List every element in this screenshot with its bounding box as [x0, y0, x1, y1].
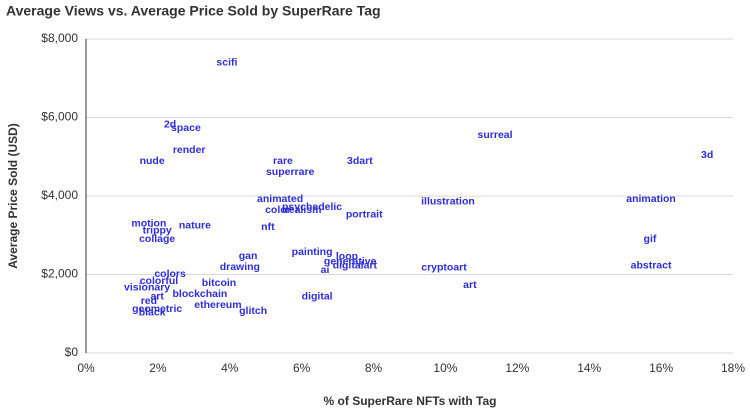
point-label: nude	[140, 155, 165, 167]
point-label: digital	[302, 291, 333, 303]
point-label: color	[265, 204, 291, 216]
point-label: black	[139, 307, 166, 319]
point-label: cryptoart	[421, 262, 467, 274]
point-label: generative	[324, 256, 377, 268]
x-axis-label: % of SuperRare NFTs with Tag	[324, 394, 497, 408]
point-label: bitcoin	[202, 277, 236, 289]
point-label: animated	[257, 193, 303, 205]
point-label: nft	[261, 221, 275, 233]
point-label: rare	[273, 155, 293, 167]
point-label: painting	[292, 246, 333, 258]
point-label: loop	[336, 251, 358, 263]
point-label: ethereum	[194, 299, 241, 311]
point-label: animation	[626, 193, 676, 205]
x-tick-label: 12%	[505, 361, 529, 375]
x-tick-label: 6%	[293, 361, 311, 375]
x-tick-label: 10%	[433, 361, 457, 375]
y-tick-label: $2,000	[41, 267, 78, 281]
y-tick-label: $4,000	[41, 188, 78, 202]
point-label: geometric	[132, 303, 182, 315]
x-tick-label: 4%	[221, 361, 239, 375]
point-label: art	[150, 291, 164, 303]
x-tick-label: 0%	[77, 361, 95, 375]
point-label: realism	[285, 204, 322, 216]
point-label: collage	[139, 233, 175, 245]
x-tick-label: 2%	[149, 361, 167, 375]
point-label: ai	[321, 264, 330, 276]
point-label: gan	[239, 250, 258, 262]
point-label: digitalart	[333, 260, 378, 272]
point-label: superrare	[266, 166, 315, 178]
point-label: render	[173, 144, 206, 156]
point-label: space	[171, 122, 201, 134]
point-label: gif	[644, 233, 657, 245]
point-label: abstract	[631, 260, 672, 272]
point-label: motion	[131, 218, 166, 230]
point-label: portrait	[346, 209, 383, 221]
point-label: scifi	[216, 57, 237, 69]
point-label: illustration	[421, 196, 475, 208]
point-label: 3d	[701, 149, 713, 161]
chart-title: Average Views vs. Average Price Sold by …	[6, 3, 381, 19]
y-tick-label: $0	[65, 345, 79, 359]
point-label: art	[463, 279, 477, 291]
point-label: trippy	[143, 225, 172, 237]
y-tick-label: $8,000	[41, 31, 78, 45]
point-label: 3dart	[347, 155, 373, 167]
point-label: 2d	[164, 119, 176, 131]
x-tick-label: 18%	[721, 361, 745, 375]
point-label: visionary	[124, 282, 170, 294]
point-label: nature	[179, 220, 211, 232]
point-label: colors	[154, 268, 186, 280]
y-tick-label: $6,000	[41, 110, 78, 124]
y-axis-label: Average Price Sold (USD)	[6, 123, 20, 269]
point-label: blockchain	[173, 288, 228, 300]
point-label: drawing	[220, 261, 260, 273]
point-label: surreal	[478, 129, 513, 141]
x-tick-label: 8%	[365, 361, 383, 375]
point-label: glitch	[239, 305, 267, 317]
point-label: red	[141, 295, 157, 307]
point-label: colorful	[140, 275, 179, 287]
point-label: psychedelic	[282, 201, 342, 213]
x-tick-label: 16%	[649, 361, 673, 375]
x-tick-label: 14%	[577, 361, 601, 375]
